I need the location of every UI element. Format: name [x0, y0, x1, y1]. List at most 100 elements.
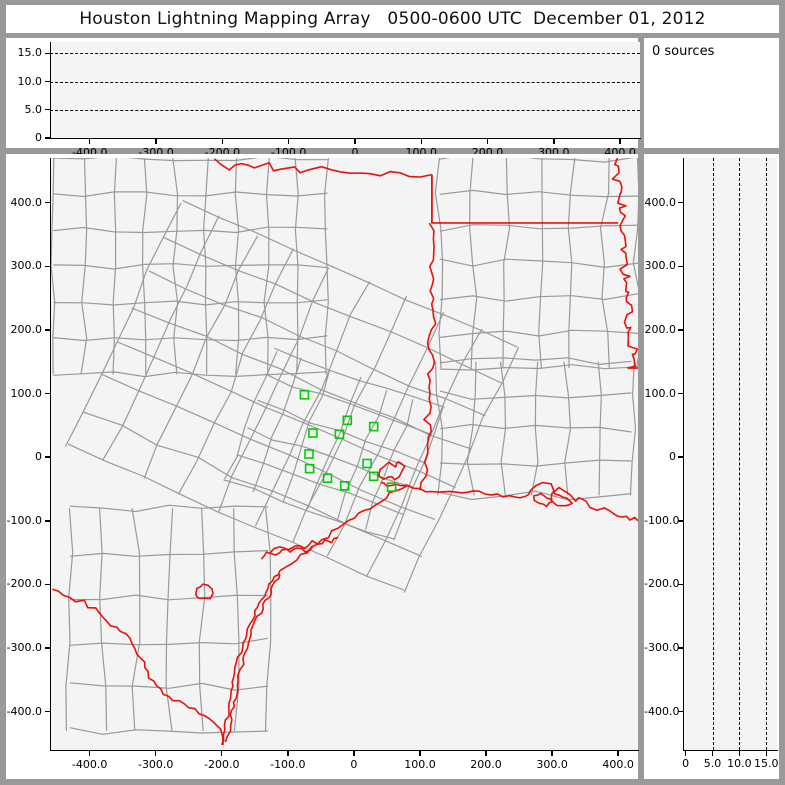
map-y-tick-label: 100.0 — [10, 386, 43, 400]
county-border — [172, 158, 179, 375]
right-y-tick — [678, 392, 684, 395]
map-x-tick-label: -300.0 — [137, 758, 174, 771]
top-x-tick — [287, 138, 290, 144]
right-y-tick-label: 100.0 — [644, 386, 677, 400]
coastline-terrebonne-bay — [550, 491, 573, 507]
county-border — [563, 361, 572, 496]
map-y-tick — [45, 392, 51, 395]
coastline-galveston-bay — [378, 461, 406, 481]
right-y-tick — [678, 647, 684, 649]
right-plot-area[interactable] — [683, 158, 777, 750]
map-x-tick-label: -400.0 — [71, 758, 108, 771]
top-y-tick — [45, 80, 51, 83]
county-border — [257, 399, 425, 464]
map-y-tick — [45, 711, 51, 713]
county-border — [236, 454, 405, 516]
county-border — [65, 508, 74, 731]
top-y-tick-label: 15.0 — [17, 46, 43, 60]
top-x-tick-label: 0 — [351, 146, 359, 159]
right-gridline — [766, 158, 768, 750]
top-plot-area[interactable] — [50, 42, 640, 138]
county-border — [439, 364, 638, 371]
map-x-tick — [617, 750, 619, 756]
right-y-tick — [678, 520, 684, 522]
map-y-tick — [45, 520, 51, 522]
map-x-tick-label: 100.0 — [404, 758, 436, 771]
county-border — [538, 158, 544, 369]
source-count-panel: 0 sources — [644, 38, 779, 148]
right-y-axis-line — [683, 158, 685, 750]
county-border — [69, 504, 269, 513]
top-gridline — [50, 109, 640, 111]
county-border — [69, 594, 269, 601]
county-border — [131, 307, 472, 450]
county-border — [252, 357, 302, 493]
county-border — [53, 158, 328, 162]
map-y-axis-line — [50, 158, 52, 750]
county-border — [131, 508, 141, 731]
county-border — [502, 158, 511, 369]
county-border — [324, 158, 329, 375]
source-count-label: 0 sources — [652, 44, 715, 59]
lma-station-marker — [304, 463, 315, 474]
county-border — [217, 267, 330, 513]
lma-station-marker — [362, 458, 372, 469]
top-gridline — [50, 81, 640, 83]
state-borders-layer — [52, 158, 638, 746]
top-x-tick — [486, 138, 489, 144]
right-y-tick-label: -400.0 — [644, 704, 680, 718]
county-border — [469, 158, 478, 369]
altitude-vs-latitude-panel[interactable]: 400.0 300.0 200.0 100.0 0 -100.0 -200.0 -300.0 -… — [644, 154, 779, 779]
county-border — [182, 200, 518, 348]
county-border — [263, 158, 270, 375]
county-border — [80, 158, 88, 375]
county-border — [102, 215, 220, 461]
county-border — [53, 226, 328, 234]
right-y-tick — [678, 265, 684, 267]
county-border — [101, 373, 436, 520]
county-border — [148, 270, 486, 417]
right-x-tick — [738, 750, 741, 756]
plan-view-map-panel[interactable]: 400.0 300.0 200.0 100.0 0 -100.0 -200.0 -300.0 -… — [6, 154, 639, 779]
county-border — [69, 550, 269, 557]
county-border — [234, 158, 240, 375]
right-y-tick-label: 200.0 — [644, 322, 677, 336]
top-y-tick — [45, 52, 51, 54]
right-x-axis-line — [683, 750, 778, 752]
map-x-tick — [485, 750, 487, 756]
county-border — [233, 508, 240, 731]
county-border — [366, 328, 483, 577]
county-border — [143, 235, 259, 479]
coastline-san-antonio-bay — [260, 545, 314, 560]
county-border — [439, 490, 632, 501]
top-x-axis-line — [50, 138, 641, 140]
county-border — [282, 369, 331, 503]
county-border — [632, 158, 638, 369]
lma-station-marker — [368, 421, 379, 432]
coastline-padre-island — [220, 570, 281, 746]
county-border — [439, 189, 638, 198]
map-x-tick — [419, 750, 421, 756]
map-x-tick — [88, 750, 91, 756]
map-y-tick-label: -300.0 — [6, 641, 42, 655]
county-border — [223, 479, 396, 540]
lma-station-marker — [304, 449, 314, 459]
map-x-tick — [155, 750, 157, 756]
altitude-vs-distance-panel[interactable]: 0 5.0 10.0 15.0 -400.0 -300.0 -200.0 -100.0 0 100… — [6, 38, 641, 159]
right-y-tick-label: 400.0 — [644, 195, 677, 209]
map-x-tick-label: 400.0 — [602, 758, 634, 771]
map-plot-area[interactable] — [50, 158, 638, 750]
county-border — [439, 224, 638, 232]
county-border — [53, 263, 328, 270]
right-x-tick — [684, 750, 687, 756]
county-border — [597, 361, 602, 496]
map-y-tick-label: 300.0 — [10, 259, 43, 273]
lma-station-marker — [308, 428, 318, 438]
county-border — [439, 158, 634, 163]
lma-station-marker — [299, 390, 310, 400]
top-x-tick — [619, 138, 621, 144]
map-x-tick-label: 300.0 — [536, 758, 568, 771]
map-y-tick-label: 400.0 — [10, 195, 43, 209]
right-x-tick — [765, 750, 767, 756]
county-border — [162, 236, 502, 384]
